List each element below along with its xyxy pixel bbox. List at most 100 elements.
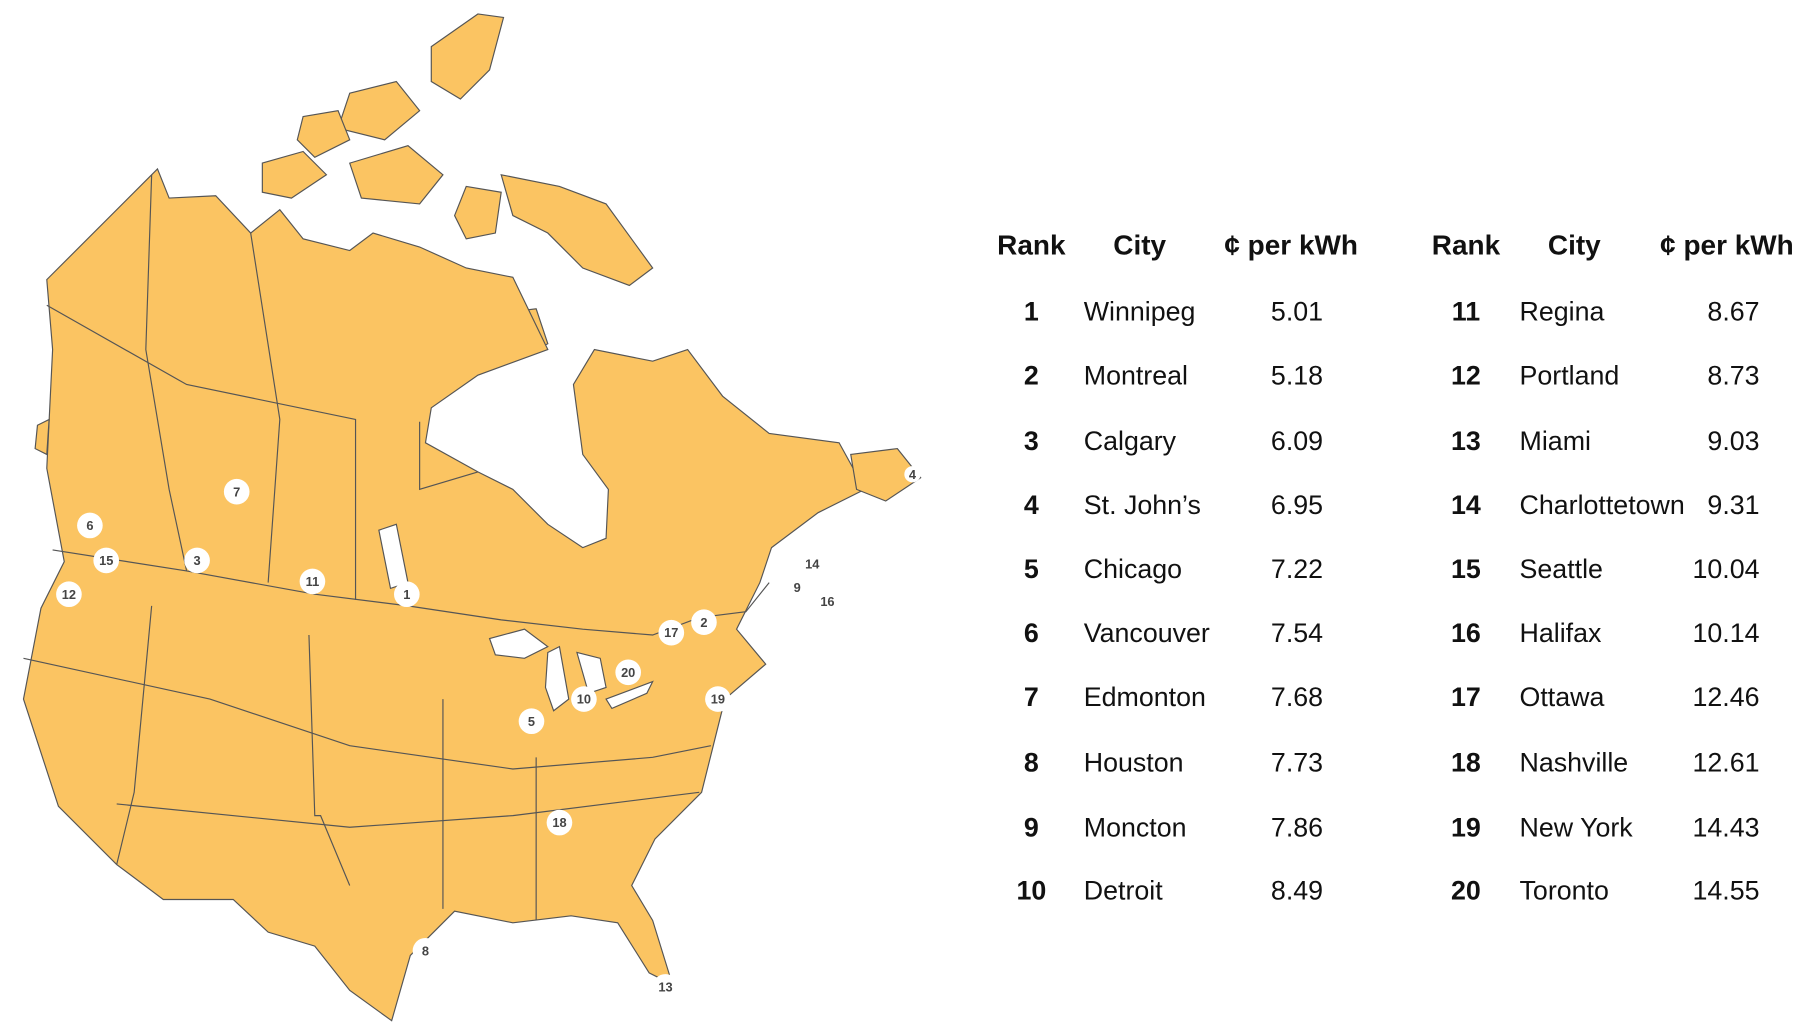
city-marker: 15 <box>93 547 120 574</box>
rank: 2 <box>1024 361 1039 391</box>
city: Nashville <box>1520 747 1629 777</box>
marker-dot <box>814 588 841 615</box>
marker-dot <box>658 619 685 646</box>
city-marker: 6 <box>77 512 103 539</box>
marker-dot <box>652 974 679 1000</box>
marker-dot <box>546 809 573 836</box>
marker-dot <box>705 686 731 712</box>
city: Seattle <box>1520 554 1603 584</box>
city: Charlottetown <box>1520 490 1685 520</box>
marker-label: 12 <box>62 587 76 602</box>
rank: 9 <box>1024 813 1039 843</box>
price: 10.04 <box>1693 554 1760 584</box>
marker-dot <box>184 547 210 574</box>
marker-label: 9 <box>794 580 801 595</box>
city-marker: 8 <box>412 937 439 964</box>
price: 9.31 <box>1707 490 1759 520</box>
marker-dot <box>518 708 545 735</box>
rank: 3 <box>1024 426 1039 456</box>
price: 8.67 <box>1707 297 1759 327</box>
marker-label: 6 <box>86 518 93 533</box>
island <box>34 418 50 456</box>
marker-dot <box>412 937 439 964</box>
price: 6.09 <box>1271 426 1323 456</box>
border <box>145 174 188 572</box>
border <box>308 634 351 886</box>
price: 7.86 <box>1271 813 1323 843</box>
city: Ottawa <box>1520 682 1605 712</box>
city: Calgary <box>1084 426 1177 456</box>
price: 14.55 <box>1693 876 1760 906</box>
price: 14.43 <box>1693 813 1760 843</box>
lake <box>576 651 607 695</box>
marker-label: 14 <box>805 556 820 571</box>
city: Regina <box>1520 297 1605 327</box>
price: 5.01 <box>1271 297 1323 327</box>
map <box>22 13 922 1022</box>
marker-dot <box>299 568 326 595</box>
city: St. John’s <box>1084 490 1201 520</box>
city: Halifax <box>1520 618 1602 648</box>
marker-dot <box>615 659 642 686</box>
city: Houston <box>1084 747 1184 777</box>
marker-label: 15 <box>99 553 113 568</box>
lake <box>605 680 654 710</box>
island <box>430 13 505 100</box>
price: 10.14 <box>1693 618 1760 648</box>
marker-dot <box>784 574 810 601</box>
marker-dot <box>93 547 120 574</box>
price: 7.22 <box>1271 554 1323 584</box>
city-marker: 19 <box>705 686 731 712</box>
island <box>261 150 328 199</box>
city-marker: 12 <box>56 581 82 608</box>
lake <box>488 628 549 659</box>
mainland <box>22 167 866 1022</box>
city-marker: 17 <box>658 619 685 646</box>
marker-label: 2 <box>700 615 707 630</box>
price: 8.49 <box>1271 876 1323 906</box>
price: 7.68 <box>1271 682 1323 712</box>
column-header: ¢ per kWh <box>1660 229 1794 260</box>
border <box>52 549 770 636</box>
city: Montreal <box>1084 361 1188 391</box>
column-header: Rank <box>997 229 1066 260</box>
city-marker: 14 <box>799 551 826 577</box>
table: Rank City ¢ per kWh Rank City ¢ per kWh 1 Winni… <box>997 229 1794 905</box>
city: Edmonton <box>1084 682 1206 712</box>
rank: 18 <box>1451 747 1481 777</box>
border <box>116 605 153 865</box>
price: 12.61 <box>1693 747 1760 777</box>
border <box>116 791 700 828</box>
lake <box>544 645 570 712</box>
city: Miami <box>1520 426 1591 456</box>
marker-label: 7 <box>233 484 240 499</box>
city-marker: 1 <box>394 581 420 608</box>
column-header: City <box>1548 229 1601 260</box>
city: Moncton <box>1084 813 1187 843</box>
city: Portland <box>1520 361 1620 391</box>
marker-label: 1 <box>403 587 410 602</box>
city-marker: 5 <box>518 708 545 735</box>
island <box>500 174 654 287</box>
column-header: City <box>1113 229 1166 260</box>
border <box>250 232 281 583</box>
rank: 13 <box>1451 426 1481 456</box>
city: Toronto <box>1520 876 1609 906</box>
rank: 6 <box>1024 618 1039 648</box>
city-marker: 7 <box>223 478 250 505</box>
city: New York <box>1520 813 1634 843</box>
city-marker: 13 <box>652 974 679 1000</box>
rank: 17 <box>1451 682 1481 712</box>
city-marker: 4 <box>904 466 921 483</box>
marker-label: 8 <box>422 943 429 958</box>
city: Winnipeg <box>1084 297 1196 327</box>
marker-dot <box>904 466 921 483</box>
marker-dot <box>571 686 597 712</box>
city-marker: 18 <box>546 809 573 836</box>
city: Vancouver <box>1084 618 1210 648</box>
island <box>296 110 351 159</box>
rank: 12 <box>1451 361 1481 391</box>
city: Detroit <box>1084 876 1163 906</box>
marker-label: 3 <box>194 553 201 568</box>
